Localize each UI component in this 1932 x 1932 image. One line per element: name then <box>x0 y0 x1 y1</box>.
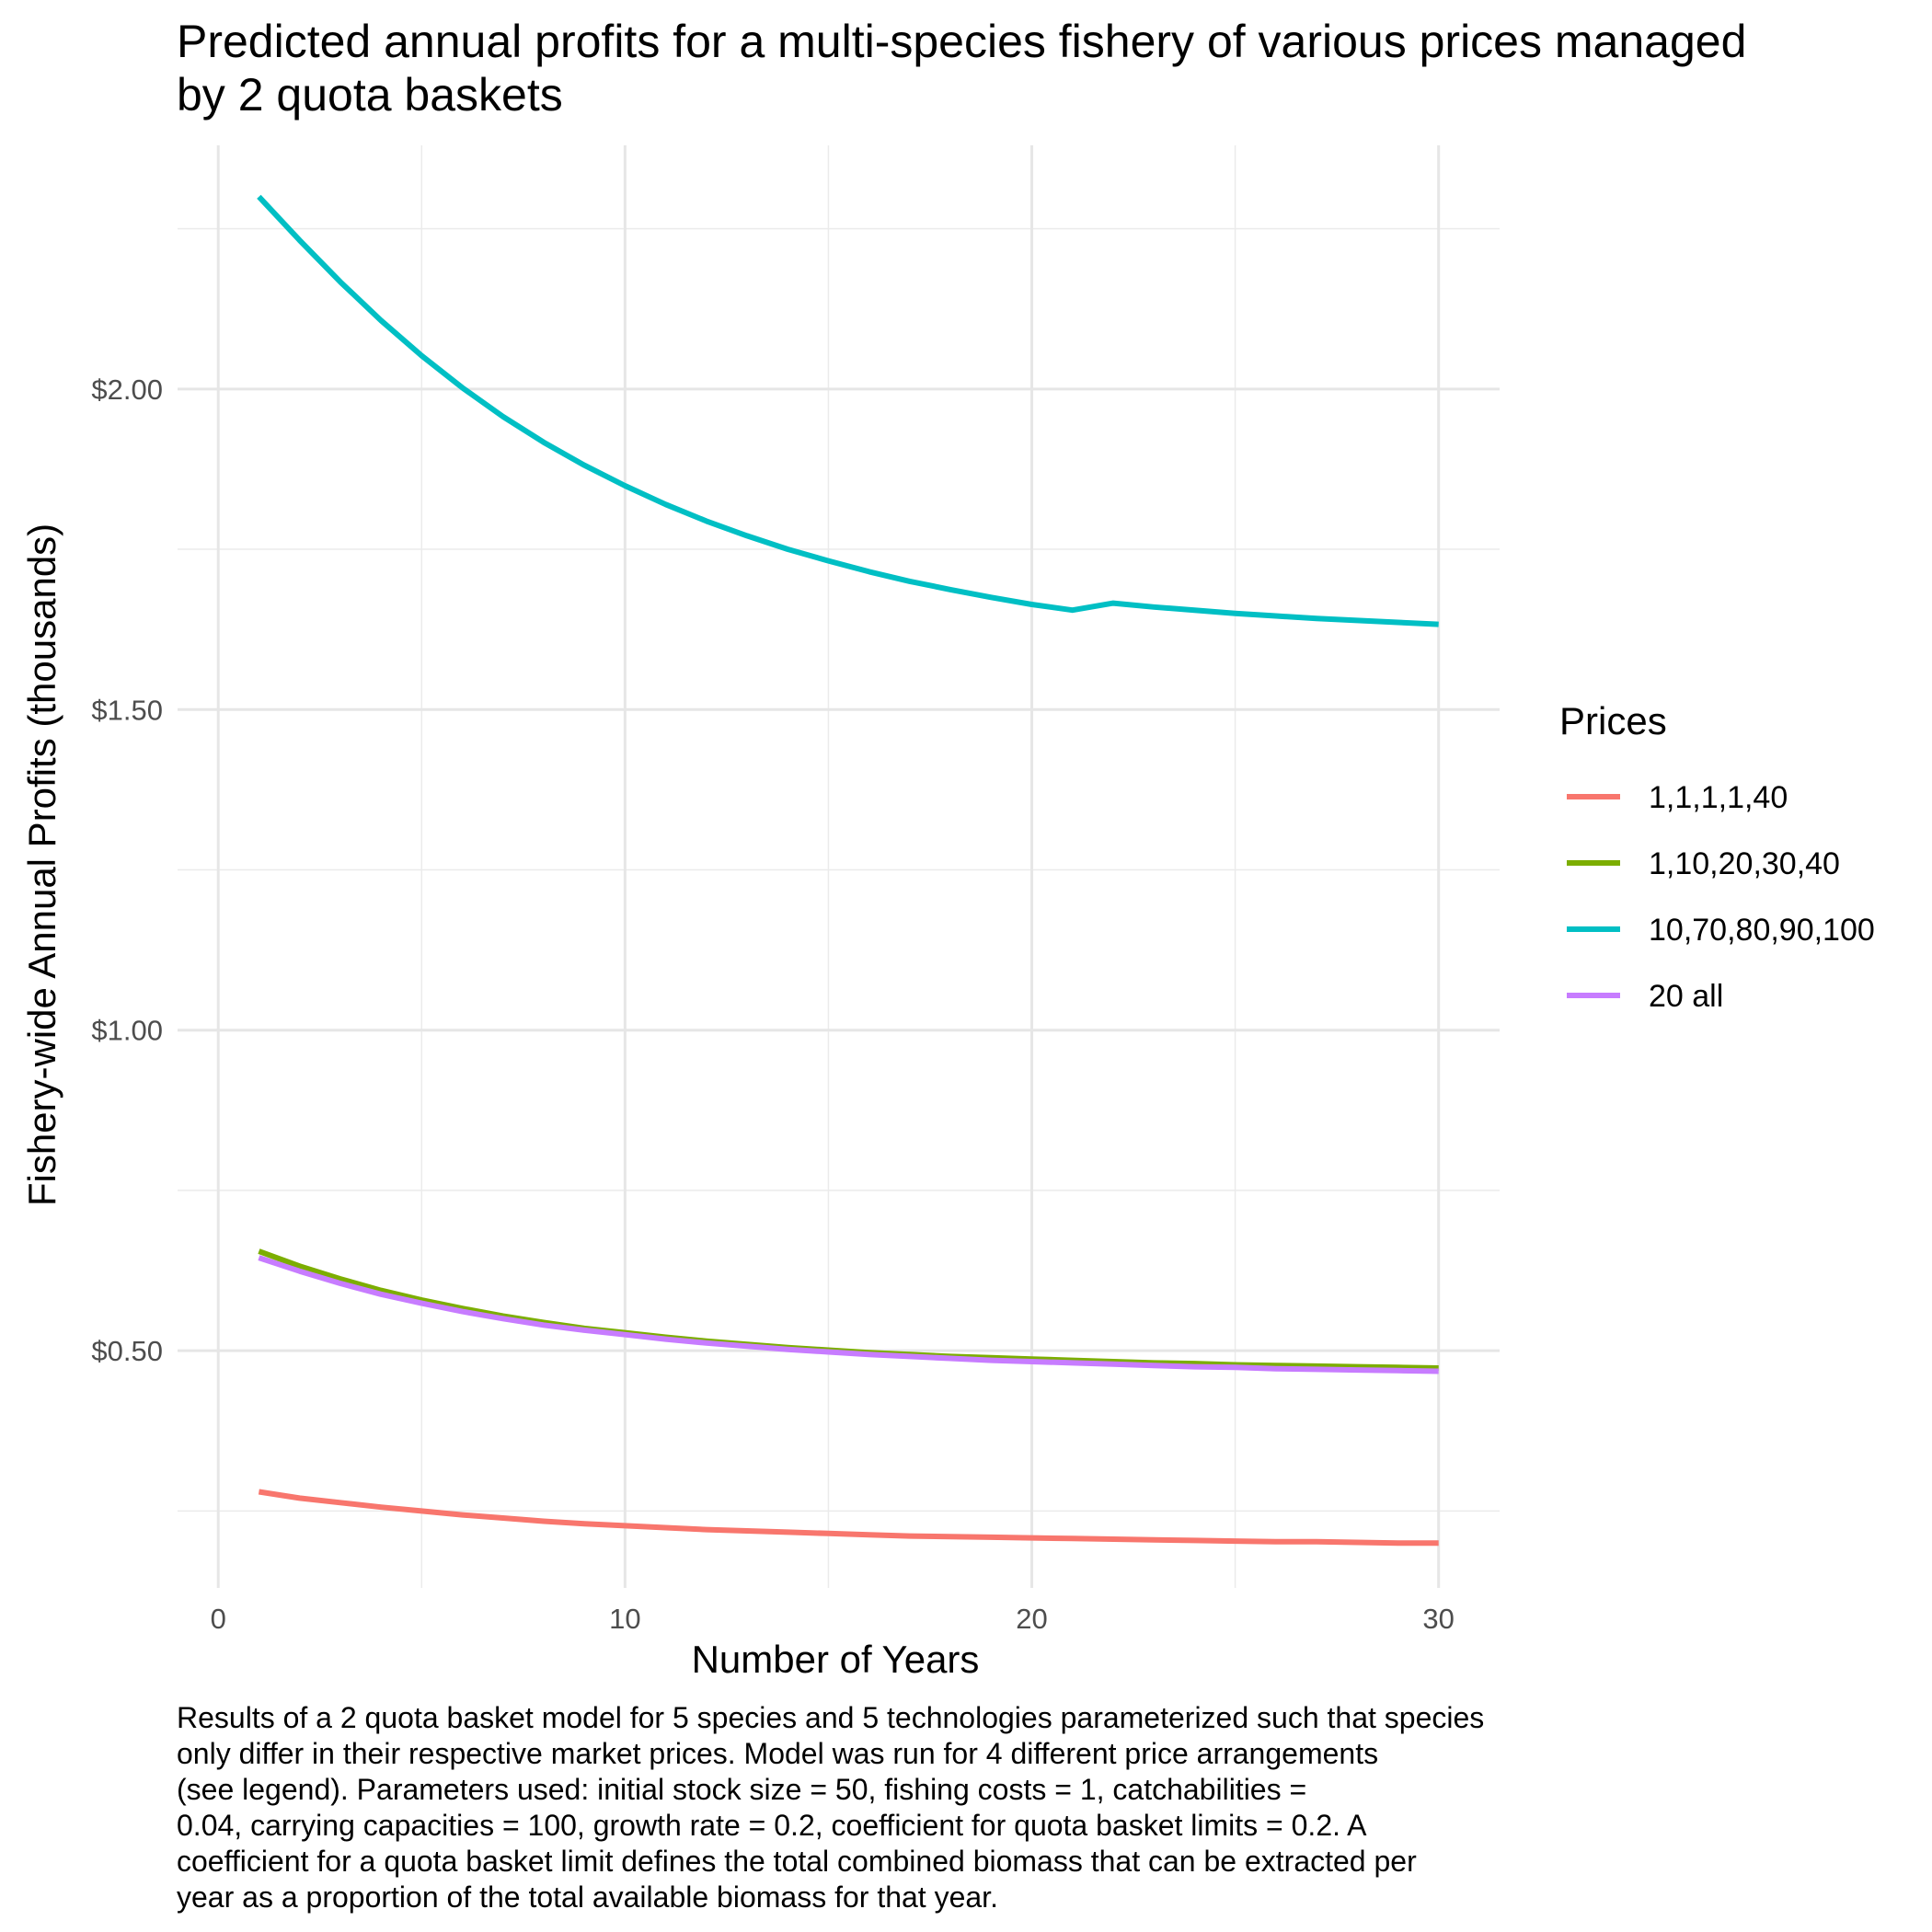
legend-title: Prices <box>1559 699 1667 742</box>
tick-labels: $0.50 $1.00 $1.50 $2.00 0 10 20 30 <box>91 374 1454 1635</box>
x-tick-label: 0 <box>211 1603 226 1635</box>
x-tick-label: 30 <box>1422 1603 1454 1635</box>
caption-line: Results of a 2 quota basket model for 5 … <box>177 1701 1485 1734</box>
series-line <box>257 194 1439 627</box>
x-tick-label: 10 <box>609 1603 640 1635</box>
series-lines <box>257 194 1439 1547</box>
chart-title-line-1: Predicted annual profits for a multi-spe… <box>177 16 1747 67</box>
caption-line: (see legend). Parameters used: initial s… <box>177 1773 1307 1806</box>
grid-lines <box>178 145 1500 1588</box>
caption-line: year as a proportion of the total availa… <box>177 1880 998 1914</box>
figure-caption: Results of a 2 quota basket model for 5 … <box>177 1700 1888 1915</box>
x-axis-title: Number of Years <box>692 1638 980 1681</box>
series-line <box>258 1489 1439 1547</box>
y-tick-label: $1.50 <box>91 694 163 726</box>
legend-label: 10,70,80,90,100 <box>1649 913 1875 948</box>
legend-label: 1,1,1,1,40 <box>1649 780 1788 815</box>
chart-title-line-2: by 2 quota baskets <box>177 69 563 121</box>
caption-line: only differ in their respective market p… <box>177 1737 1379 1770</box>
y-tick-label: $1.00 <box>91 1015 163 1047</box>
caption-line: 0.04, carrying capacities = 100, growth … <box>177 1809 1367 1842</box>
y-tick-label: $0.50 <box>91 1335 163 1367</box>
legend: Prices 1,1,1,1,40 1,10,20,30,40 10,70,80,9… <box>1559 699 1875 1014</box>
y-tick-label: $2.00 <box>91 374 163 406</box>
y-axis-title: Fishery-wide Annual Profits (thousands) <box>20 523 63 1206</box>
x-tick-label: 20 <box>1016 1603 1047 1635</box>
legend-label: 1,10,20,30,40 <box>1649 846 1840 881</box>
caption-line: coefficient for a quota basket limit def… <box>177 1845 1417 1878</box>
legend-label: 20 all <box>1649 979 1723 1014</box>
series-line <box>258 1255 1439 1374</box>
